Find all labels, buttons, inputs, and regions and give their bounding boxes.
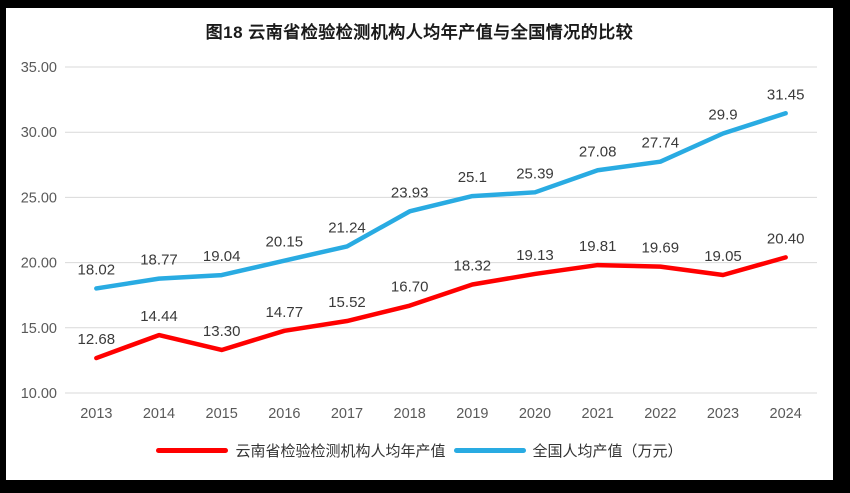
- legend-label-national: 全国人均产值（万元）: [532, 443, 683, 460]
- data-label-national: 23.93: [391, 184, 429, 201]
- data-label-yunnan: 16.70: [391, 279, 429, 296]
- data-label-yunnan: 19.81: [579, 238, 617, 255]
- data-label-yunnan: 19.05: [704, 248, 742, 265]
- data-label-yunnan: 15.52: [328, 294, 366, 311]
- data-label-national: 18.77: [140, 252, 178, 269]
- data-label-national: 27.74: [642, 135, 680, 152]
- data-label-national: 31.45: [767, 86, 805, 103]
- legend-item-yunnan: 云南省检验检测机构人均年产值: [156, 440, 446, 461]
- data-label-national: 25.1: [458, 169, 487, 186]
- legend-label-yunnan: 云南省检验检测机构人均年产值: [235, 443, 446, 460]
- data-label-yunnan: 14.44: [140, 308, 178, 325]
- data-label-yunnan: 19.69: [642, 240, 680, 257]
- data-label-yunnan: 18.32: [454, 258, 492, 275]
- x-axis-tick-label: 2024: [770, 406, 802, 422]
- x-axis-tick-label: 2015: [206, 406, 238, 422]
- y-axis-tick-label: 20.00: [21, 256, 57, 272]
- x-axis-tick-label: 2022: [644, 406, 676, 422]
- chart-frame: 图18 云南省检验检测机构人均年产值与全国情况的比较 10.00 15.00 20.…: [6, 8, 833, 480]
- series-line-0: [94, 255, 788, 361]
- data-label-yunnan: 12.68: [78, 331, 116, 348]
- series-line-1: [94, 111, 788, 291]
- data-label-yunnan: 13.30: [203, 323, 241, 340]
- chart-legend: 云南省检验检测机构人均年产值 全国人均产值（万元）: [6, 440, 833, 461]
- y-axis-tick-label: 30.00: [21, 125, 57, 141]
- data-label-yunnan: 14.77: [266, 304, 304, 321]
- y-axis-tick-label: 25.00: [21, 190, 57, 206]
- legend-blue-line-swatch: [453, 448, 526, 453]
- line-chart-plot-area: 10.00 15.00 20.00 25.00 30.00 35.00 2013 2014 20…: [21, 60, 817, 422]
- data-label-national: 19.04: [203, 248, 241, 265]
- x-axis-tick-label: 2020: [519, 406, 551, 422]
- data-label-yunnan: 19.13: [516, 247, 554, 264]
- data-label-national: 29.9: [708, 107, 737, 124]
- legend-item-national: 全国人均产值（万元）: [453, 440, 683, 461]
- y-axis-tick-label: 35.00: [21, 60, 57, 76]
- x-axis-tick-label: 2017: [331, 406, 363, 422]
- chart-title: 图18 云南省检验检测机构人均年产值与全国情况的比较: [205, 23, 634, 42]
- legend-red-line-swatch: [156, 448, 229, 453]
- data-label-national: 27.08: [579, 143, 617, 160]
- x-axis-tick-label: 2014: [143, 406, 175, 422]
- x-axis-tick-label: 2016: [268, 406, 300, 422]
- data-label-national: 25.39: [516, 165, 554, 182]
- x-axis-tick-label: 2019: [456, 406, 488, 422]
- data-label-national: 21.24: [328, 219, 366, 236]
- data-label-national: 20.15: [266, 234, 304, 251]
- x-axis-tick-label: 2021: [582, 406, 614, 422]
- x-axis-tick-label: 2013: [80, 406, 112, 422]
- y-axis-tick-label: 15.00: [21, 321, 57, 337]
- y-axis-tick-label: 10.00: [21, 386, 57, 402]
- x-axis-tick-label: 2018: [394, 406, 426, 422]
- x-axis-tick-label: 2023: [707, 406, 739, 422]
- data-label-national: 18.02: [78, 261, 116, 278]
- data-label-yunnan: 20.40: [767, 230, 805, 247]
